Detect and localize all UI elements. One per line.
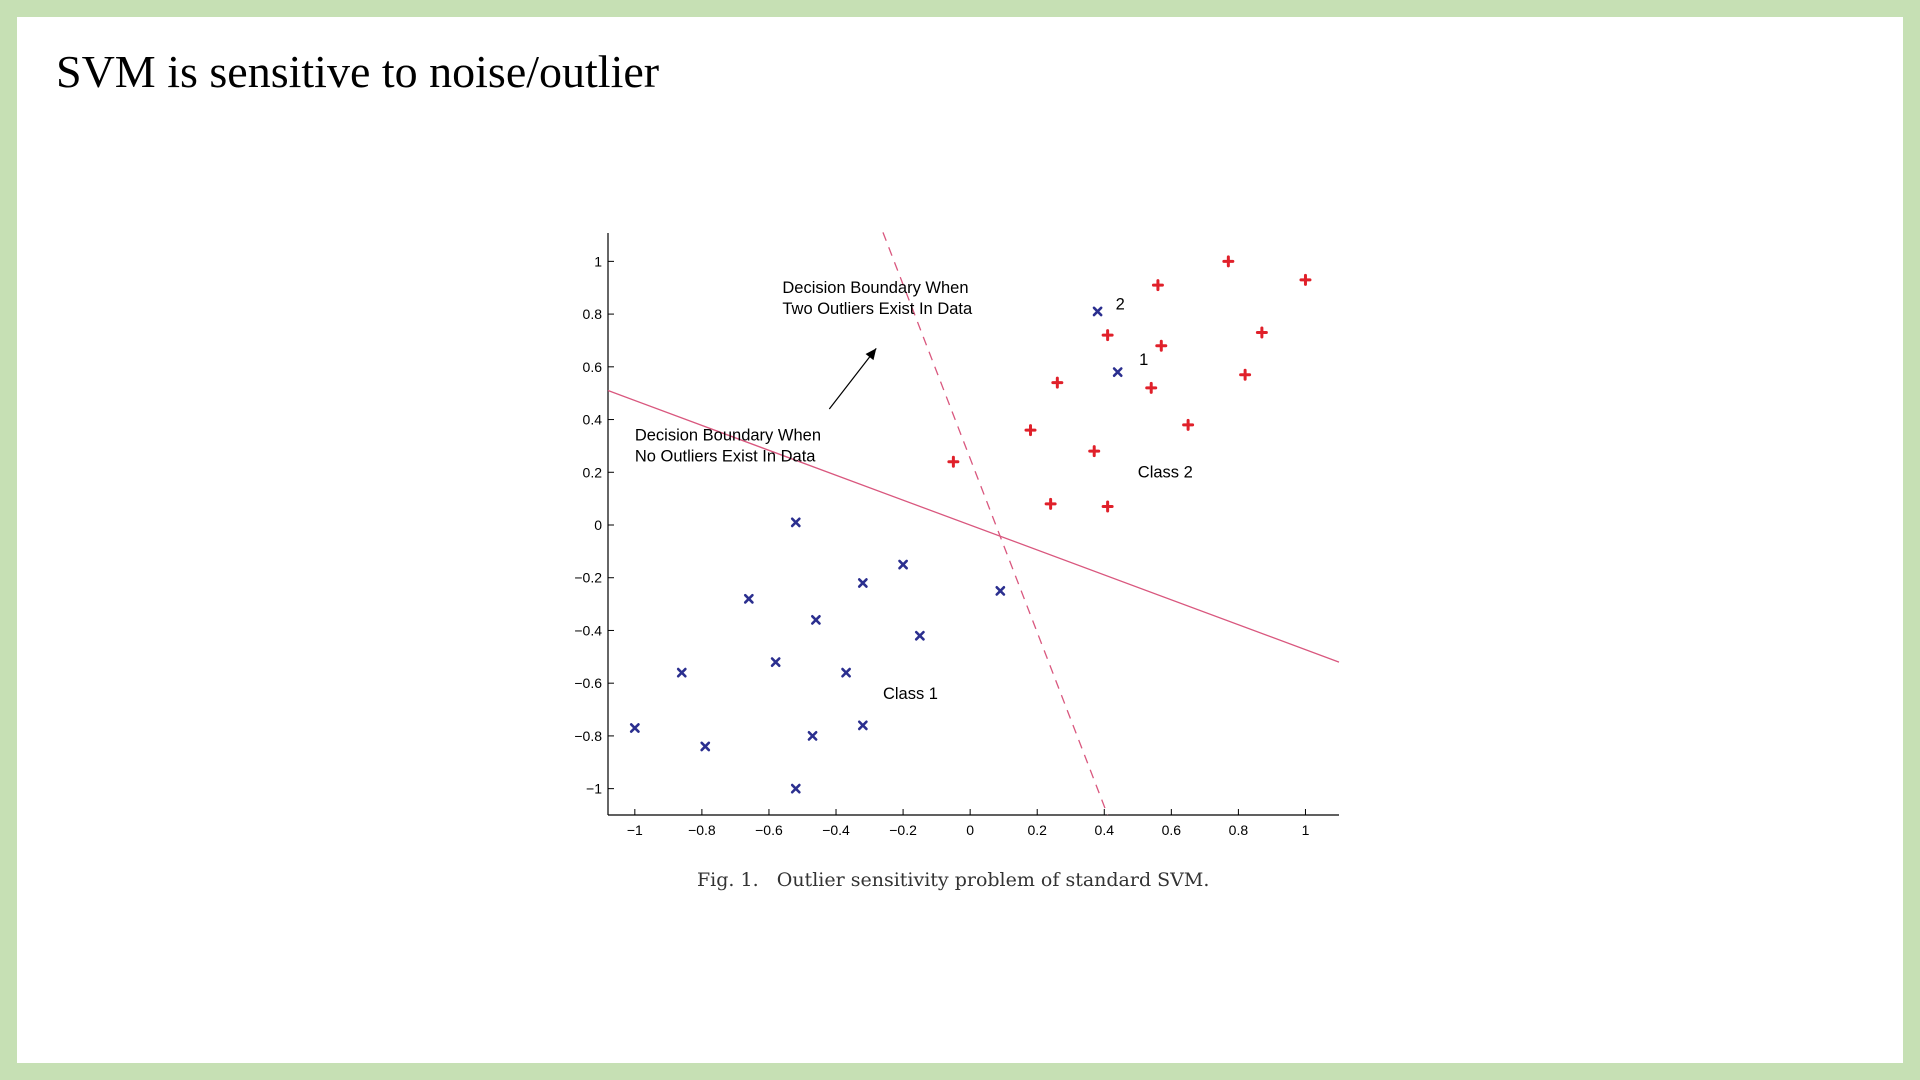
class2-point [1255,326,1268,339]
class1-point [790,783,801,794]
outlier-1-label: 1 [1139,351,1148,369]
class2-point [1101,500,1114,513]
class1-point [807,731,818,741]
class2-point [1024,424,1037,437]
x-tick-label: −1 [627,822,643,838]
y-tick-label: −1 [586,781,602,797]
class2-point [1088,445,1101,458]
slide-title: SVM is sensitive to noise/outlier [56,46,660,97]
figure-caption: Fig. 1. Outlier sensitivity problem of s… [697,869,1210,891]
class1-label: Class 1 [883,685,938,703]
class1-point [898,559,908,570]
x-tick-label: −0.6 [755,822,783,838]
y-tick-label: 0.8 [583,306,603,322]
annotation-two-outliers: Decision Boundary When [782,279,968,297]
y-tick-label: 0.6 [583,359,603,375]
x-tick-label: 0.2 [1027,822,1047,838]
class2-label: Class 2 [1138,464,1193,482]
x-tick-label: −0.8 [688,822,716,838]
class2-point [1101,329,1114,342]
class2-point [1044,497,1057,510]
x-tick-label: −0.2 [889,822,917,838]
y-tick-label: −0.8 [574,728,602,744]
annotation-two-outliers: Two Outliers Exist In Data [782,300,973,318]
class2-point [947,455,960,468]
class2-point [1155,339,1168,352]
class2-point [1182,418,1195,431]
x-tick-label: 0.8 [1229,822,1249,838]
x-tick-label: 0 [966,822,974,838]
y-tick-label: 0.2 [583,464,603,480]
class1-point [914,630,925,641]
boundary-with-outliers-line [882,232,1109,816]
y-tick-label: 0 [594,517,602,533]
class1-point [995,586,1006,596]
class1-point [857,720,868,731]
y-tick-label: −0.6 [574,675,602,691]
annotation-arrow-shaft [828,347,877,410]
x-tick-label: 1 [1302,822,1310,838]
class1-point [857,578,868,588]
class1-point [770,657,781,667]
slide: SVM is sensitive to noise/outlier −1 −0.8… [17,17,1903,1063]
class2-point [1151,279,1164,292]
class2-point [1222,255,1235,268]
class1-point [810,615,821,625]
y-tick-label: 1 [594,253,602,269]
class1-point [1112,367,1123,377]
class2-point [1239,368,1252,381]
y-tick-label: −0.4 [574,622,602,638]
x-tick-label: 0.6 [1162,822,1182,838]
class1-point [841,667,851,678]
annotation-no-outliers: Decision Boundary When [635,427,821,445]
class1-point [629,723,640,733]
y-tick-label: −0.2 [574,570,602,586]
class1-point [676,667,687,678]
outlier-2-label: 2 [1116,295,1125,313]
svm-outlier-chart: −1 −0.8 −0.6 −0.4 −0.2 0 0.2 0.4 0.6 0.8 1 1 0.8 0.6 0… [574,232,1340,838]
class2-point [1051,376,1064,389]
x-tick-label: −0.4 [822,822,850,838]
annotation-no-outliers: No Outliers Exist In Data [635,448,816,466]
annotation-arrow-head [865,348,877,361]
class1-point [743,593,754,604]
class1-point [1092,306,1103,317]
x-tick-label: 0.4 [1095,822,1115,838]
class2-point [1145,381,1158,394]
class1-point [790,517,801,528]
class2-point [1299,273,1312,286]
class1-point [700,741,711,752]
y-tick-label: 0.4 [583,412,603,428]
boundary-no-outliers-line [607,389,1340,663]
